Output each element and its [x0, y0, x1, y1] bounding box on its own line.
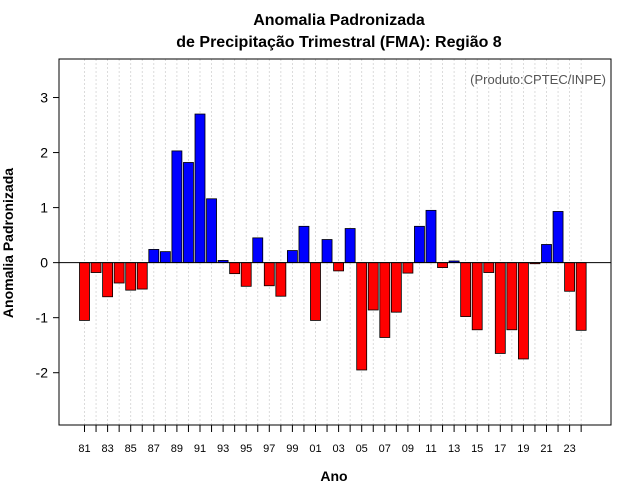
bar-86 [136, 262, 148, 290]
bar-85 [125, 262, 137, 291]
bar-97 [263, 262, 275, 287]
x-tick-label: 23 [563, 443, 575, 455]
x-axis: 81 83 85 87 89 91 93 95 97 99 01 03 05 07 09 11 13 15 17 19… [78, 425, 582, 455]
x-tick-label: 83 [101, 443, 113, 455]
bar-88 [159, 251, 171, 264]
y-tick-label: 0 [40, 255, 48, 271]
y-tick-label: 2 [40, 145, 48, 161]
plot-frame [58, 58, 612, 426]
x-tick-label: 07 [379, 443, 391, 455]
x-tick-label: 97 [263, 443, 275, 455]
bar-23 [564, 262, 575, 292]
bar-16 [483, 262, 495, 273]
bar-14 [460, 262, 472, 317]
x-tick-label: 03 [332, 443, 344, 455]
chart-title: Anomalia Padronizada [253, 12, 425, 29]
chart-subtitle: de Precipitação Trimestral (FMA): Região… [176, 34, 502, 51]
bar-95 [240, 262, 252, 287]
bar-03 [333, 262, 345, 272]
x-tick-label: 99 [286, 443, 298, 455]
x-tick-label: 95 [240, 443, 252, 455]
bar-90 [183, 162, 194, 264]
bar-91 [194, 113, 206, 264]
bar-10 [414, 225, 425, 264]
bar-84 [113, 262, 125, 284]
bar-19 [518, 262, 529, 360]
bar-24 [575, 262, 587, 331]
bar-02 [321, 239, 333, 264]
bar-08 [390, 262, 402, 313]
x-tick-label: 17 [494, 443, 506, 455]
bar-17 [494, 262, 506, 354]
x-tick-label: 81 [78, 443, 90, 455]
bar-92 [206, 198, 217, 264]
bar-18 [506, 262, 518, 331]
x-tick-label: 09 [402, 443, 414, 455]
x-tick-label: 15 [471, 443, 483, 455]
bar-11 [425, 209, 437, 264]
grid-lines [84, 59, 582, 425]
bar-98 [275, 262, 287, 297]
y-axis-title: Anomalia Padronizada [0, 168, 16, 318]
y-tick-label: -1 [36, 310, 49, 326]
x-tick-label: 11 [425, 443, 436, 455]
bar-94 [229, 262, 241, 275]
bar-00 [298, 225, 310, 264]
bar-07 [379, 262, 391, 338]
x-tick-label: 21 [540, 443, 552, 455]
bar-99 [286, 250, 298, 264]
x-tick-label: 93 [217, 443, 229, 455]
bar-21 [541, 244, 552, 264]
x-tick-label: 85 [125, 443, 137, 455]
bar-05 [356, 262, 368, 371]
bar-09 [402, 262, 414, 274]
bar-04 [344, 228, 356, 264]
bar-01 [310, 262, 321, 321]
y-tick-label: 1 [40, 200, 48, 216]
bar-83 [102, 262, 113, 298]
source-annotation: (Produto:CPTEC/INPE) [470, 72, 606, 87]
bar-82 [90, 262, 102, 273]
bar-87 [148, 249, 160, 264]
bar-96 [252, 237, 264, 264]
x-tick-label: 01 [309, 443, 321, 455]
y-tick-label: 3 [40, 90, 48, 106]
x-tick-label: 19 [517, 443, 529, 455]
x-tick-label: 05 [356, 443, 368, 455]
y-axis: -2 -1 0 1 2 3 [36, 90, 59, 381]
x-axis-title: Ano [320, 468, 347, 484]
bar-06 [367, 262, 379, 311]
x-tick-label: 89 [171, 443, 183, 455]
bar-89 [171, 150, 183, 264]
bar-81 [79, 262, 90, 321]
bars [79, 113, 587, 371]
bar-12 [437, 262, 448, 268]
bar-15 [471, 262, 483, 331]
y-tick-label: -2 [36, 365, 49, 381]
x-tick-label: 13 [448, 443, 460, 455]
x-tick-label: 87 [148, 443, 160, 455]
x-tick-label: 91 [194, 443, 206, 455]
bar-22 [552, 211, 564, 264]
